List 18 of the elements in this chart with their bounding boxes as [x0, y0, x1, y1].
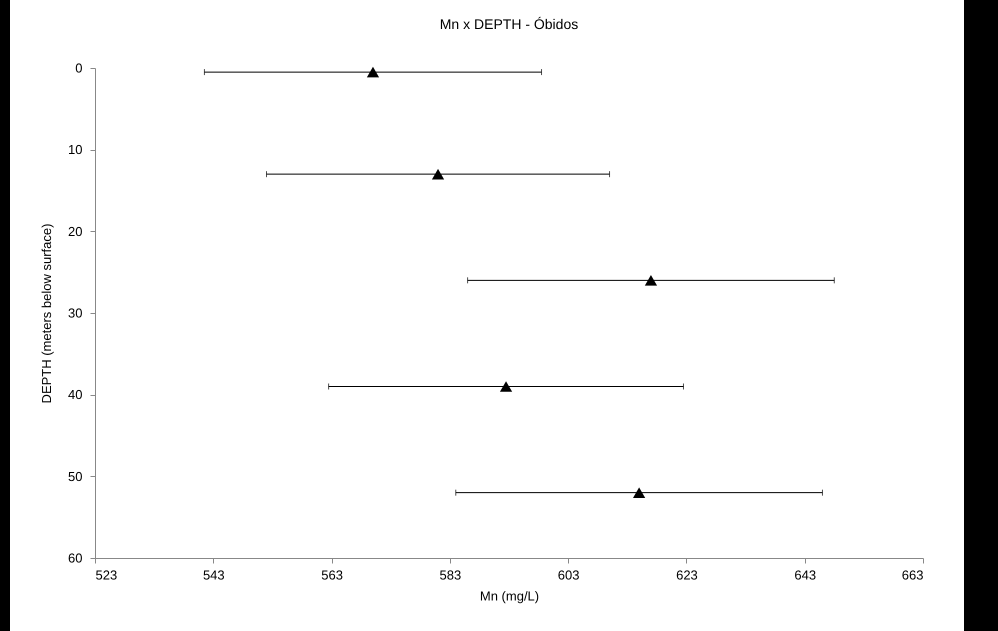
x-tick-label: 563: [321, 568, 343, 582]
y-tick-label: 40: [68, 387, 82, 402]
x-tick-label: 543: [202, 568, 225, 582]
y-tick-label: 0: [75, 60, 82, 76]
y-tick-label: 30: [68, 306, 82, 320]
x-tick-label: 523: [96, 568, 118, 582]
y-tick-label: 10: [68, 142, 82, 158]
y-tick-label: 60: [68, 550, 82, 566]
x-tick-label: 603: [558, 568, 580, 582]
chart-title: Mn x DEPTH - Óbidos: [440, 16, 578, 32]
x-tick-label: 623: [676, 568, 698, 582]
x-tick-label: 583: [440, 568, 462, 582]
x-tick-label: 663: [902, 568, 924, 582]
y-tick-label: 20: [68, 224, 82, 239]
y-axis-title: DEPTH (meters below surface): [39, 224, 54, 404]
y-tick-label: 50: [68, 468, 82, 484]
x-axis-title: Mn (mg/L): [480, 588, 540, 604]
x-tick-label: 643: [794, 568, 816, 582]
